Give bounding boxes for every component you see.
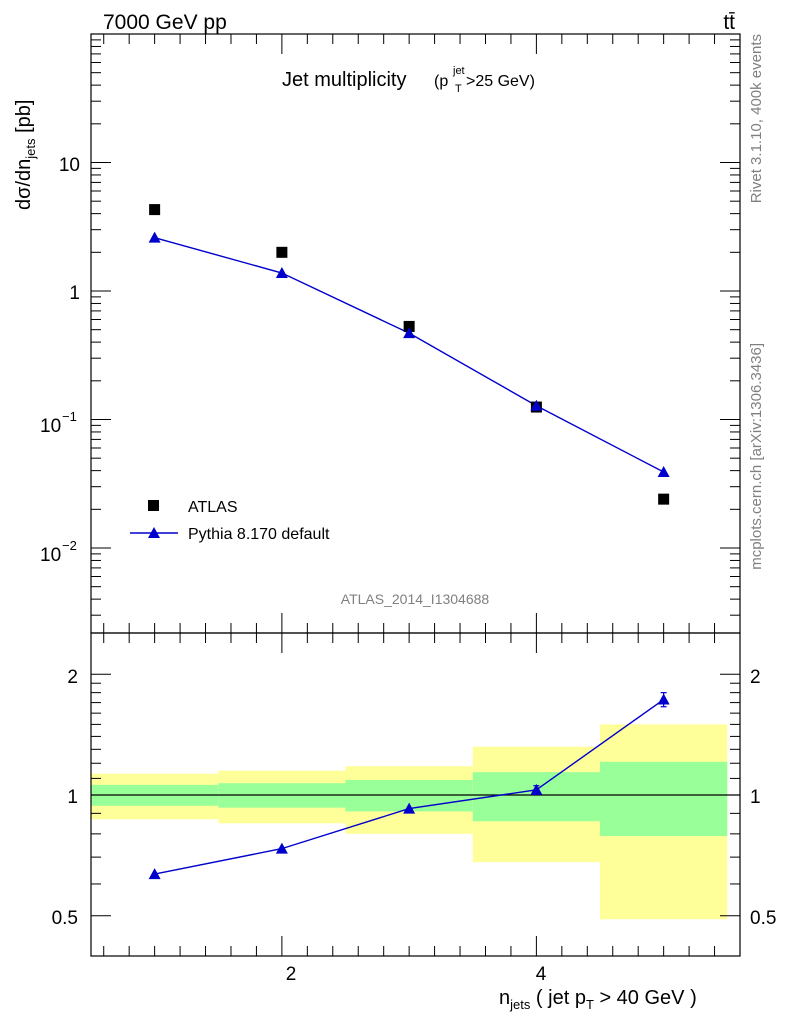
- main-y-tick-1: 1: [69, 283, 80, 304]
- ratio-y-tick-0.5: 0.5: [52, 908, 78, 929]
- atlas-series: [149, 204, 670, 505]
- atlas-point-5: [658, 493, 670, 505]
- ratio-y-tick-0.5-right: 0.5: [750, 908, 776, 929]
- inner-band-bin-5: [600, 761, 728, 837]
- main-panel-frame: [90, 33, 741, 634]
- atlas-point-1: [149, 204, 161, 216]
- main-y-tick-0.1: 10 −1: [40, 409, 77, 437]
- chart-title-suffix: (p jet T >25 GeV): [434, 65, 535, 95]
- ratio-point-2: [275, 842, 288, 854]
- ratio-uncertainty-bands: [91, 724, 728, 920]
- svg-text:jet: jet: [452, 65, 465, 77]
- ratio-point-3: [403, 802, 416, 814]
- mcplots-label: mcplots.cern.ch [arXiv:1306.3436]: [748, 343, 765, 570]
- main-y-axis-label: dσ/dnjets [pb]: [13, 100, 38, 210]
- ratio-y-tick-2-right: 2: [750, 667, 761, 688]
- pythia-point-4: [530, 399, 543, 411]
- svg-text:10: 10: [40, 545, 61, 566]
- legend: ATLAS Pythia 8.170 default: [130, 499, 330, 543]
- main-x-ticks: [103, 34, 716, 633]
- legend-marker-pythia: [148, 527, 160, 538]
- svg-text:dσ/dnjets [pb]: dσ/dnjets [pb]: [13, 100, 38, 210]
- ratio-y-tick-1-right: 1: [750, 787, 761, 808]
- ratio-point-4: [530, 783, 543, 795]
- main-y-ticks: [91, 33, 740, 616]
- atlas-point-3: [403, 320, 415, 332]
- ratio-y-tick-1: 1: [67, 787, 78, 808]
- pythia-point-5: [657, 466, 670, 478]
- pythia-point-3: [403, 327, 416, 339]
- legend-marker-atlas: [148, 500, 159, 511]
- svg-text:−2: −2: [62, 538, 77, 553]
- header-right: tt̄: [723, 11, 735, 34]
- chart-title: Jet multiplicity: [282, 69, 406, 91]
- ratio-y-ticks: [91, 673, 740, 917]
- svg-text:njets ( jet pT > 40 GeV ): njets ( jet pT > 40 GeV ): [499, 987, 697, 1012]
- x-axis-label: njets ( jet pT > 40 GeV ): [499, 987, 697, 1012]
- pythia-point-1: [148, 231, 161, 243]
- pythia-series-line: [154, 237, 664, 473]
- svg-text:10: 10: [40, 416, 61, 437]
- pythia-point-2: [275, 267, 288, 279]
- x-tick-2: 2: [286, 964, 297, 985]
- pythia-series-points: [148, 231, 670, 478]
- svg-text:T: T: [455, 83, 462, 95]
- legend-label-pythia: Pythia 8.170 default: [188, 526, 330, 543]
- x-tick-4: 4: [536, 964, 547, 985]
- ratio-y-tick-2: 2: [67, 667, 78, 688]
- ratio-series-points: [148, 692, 670, 880]
- ratio-x-ticks: [103, 633, 716, 956]
- legend-label-atlas: ATLAS: [188, 499, 238, 516]
- ratio-point-5: [657, 693, 670, 705]
- main-y-tick-10: 10: [59, 155, 80, 176]
- atlas-point-2: [276, 246, 288, 258]
- svg-text:>25 GeV): >25 GeV): [466, 73, 535, 90]
- rivet-label: Rivet 3.1.10, 400k events: [748, 34, 765, 203]
- analysis-id: ATLAS_2014_I1304688: [341, 591, 490, 607]
- svg-text:−1: −1: [62, 409, 77, 424]
- svg-text:(p: (p: [434, 73, 448, 90]
- header-left: 7000 GeV pp: [103, 11, 227, 34]
- ratio-point-1: [148, 868, 161, 880]
- main-y-tick-0.01: 10 −2: [40, 538, 77, 566]
